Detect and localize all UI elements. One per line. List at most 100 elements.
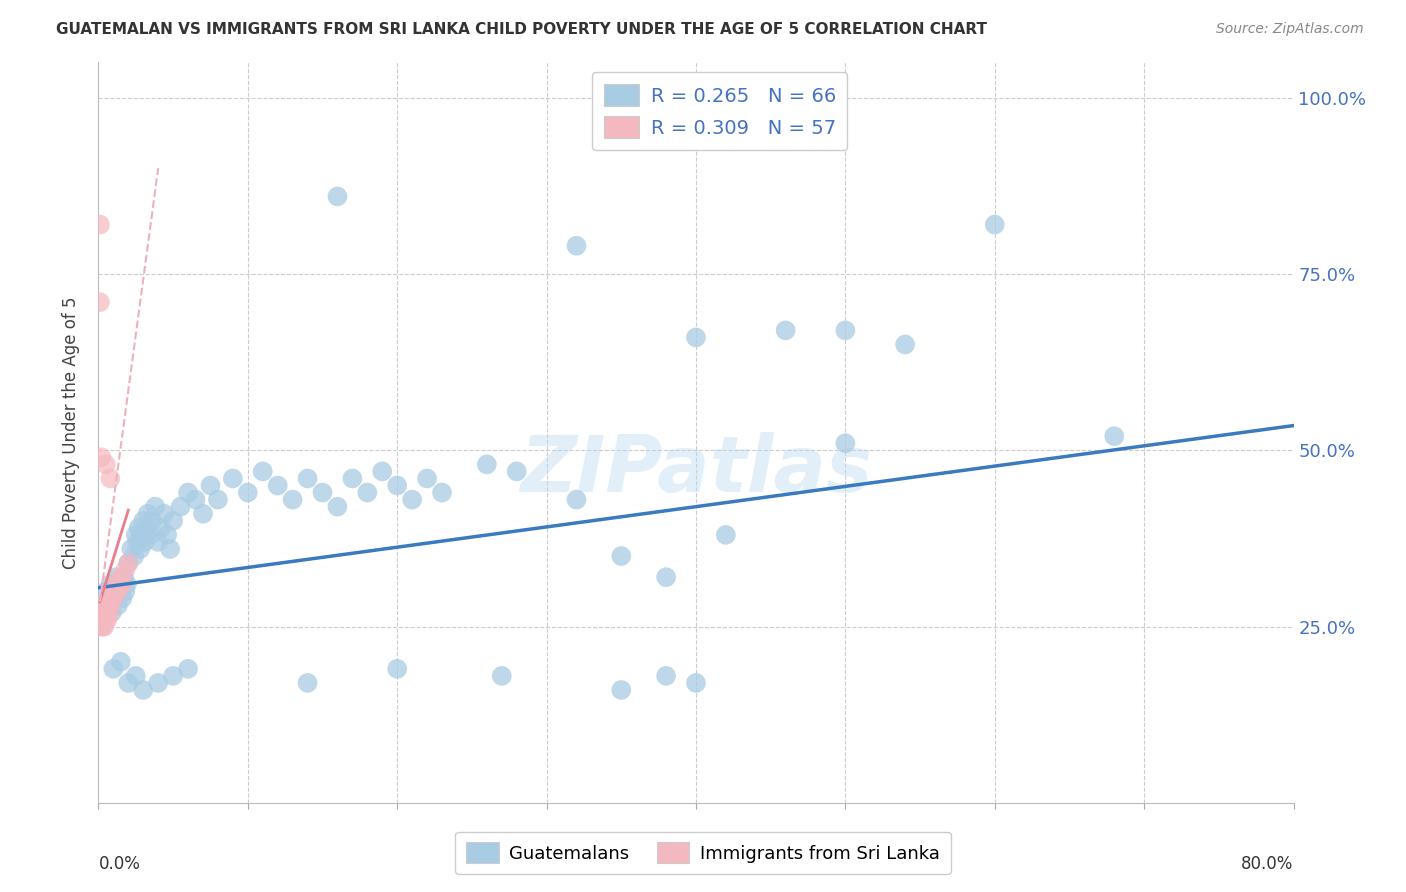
Text: Source: ZipAtlas.com: Source: ZipAtlas.com	[1216, 22, 1364, 37]
Point	[129, 541, 152, 556]
Point	[775, 323, 797, 337]
Point	[565, 492, 588, 507]
Point	[90, 450, 112, 465]
Point	[107, 584, 129, 599]
Point	[91, 606, 114, 620]
Point	[252, 464, 274, 478]
Point	[96, 612, 118, 626]
Point	[169, 500, 191, 514]
Point	[97, 606, 120, 620]
Point	[136, 507, 159, 521]
Point	[177, 662, 200, 676]
Point	[114, 584, 136, 599]
Point	[297, 471, 319, 485]
Point	[610, 549, 633, 563]
Point	[91, 606, 114, 620]
Point	[94, 599, 117, 613]
Point	[475, 458, 498, 472]
Point	[93, 599, 115, 613]
Point	[177, 485, 200, 500]
Point	[714, 528, 737, 542]
Point	[101, 591, 124, 606]
Point	[94, 599, 117, 613]
Point	[134, 535, 156, 549]
Point	[111, 577, 134, 591]
Point	[401, 492, 423, 507]
Point	[148, 535, 170, 549]
Point	[108, 577, 131, 591]
Point	[371, 464, 394, 478]
Point	[98, 471, 122, 485]
Point	[112, 570, 135, 584]
Point	[105, 577, 128, 591]
Point	[90, 606, 112, 620]
Point	[894, 337, 917, 351]
Point	[141, 514, 163, 528]
Text: 80.0%: 80.0%	[1241, 855, 1294, 872]
Point	[685, 676, 707, 690]
Point	[342, 471, 364, 485]
Text: GUATEMALAN VS IMMIGRANTS FROM SRI LANKA CHILD POVERTY UNDER THE AGE OF 5 CORRELA: GUATEMALAN VS IMMIGRANTS FROM SRI LANKA …	[56, 22, 987, 37]
Point	[90, 606, 112, 620]
Point	[159, 541, 181, 556]
Point	[127, 535, 149, 549]
Point	[430, 485, 453, 500]
Point	[91, 612, 114, 626]
Point	[326, 189, 349, 203]
Point	[326, 500, 349, 514]
Point	[117, 556, 139, 570]
Point	[93, 619, 115, 633]
Point	[101, 606, 124, 620]
Point	[267, 478, 290, 492]
Point	[222, 471, 245, 485]
Point	[139, 528, 162, 542]
Point	[125, 528, 148, 542]
Point	[150, 521, 173, 535]
Point	[117, 676, 139, 690]
Point	[156, 528, 179, 542]
Point	[148, 676, 170, 690]
Point	[114, 563, 136, 577]
Point	[131, 528, 153, 542]
Point	[93, 612, 115, 626]
Point	[162, 514, 184, 528]
Point	[117, 556, 139, 570]
Point	[610, 683, 633, 698]
Point	[96, 599, 118, 613]
Point	[128, 521, 150, 535]
Point	[655, 570, 678, 584]
Point	[685, 330, 707, 344]
Point	[89, 295, 111, 310]
Point	[98, 577, 122, 591]
Point	[1104, 429, 1126, 443]
Point	[105, 570, 128, 584]
Point	[311, 485, 333, 500]
Point	[416, 471, 439, 485]
Point	[834, 323, 856, 337]
Point	[89, 606, 111, 620]
Point	[96, 606, 118, 620]
Point	[236, 485, 259, 500]
Point	[94, 606, 117, 620]
Point	[91, 599, 114, 613]
Point	[104, 584, 127, 599]
Point	[110, 655, 132, 669]
Point	[97, 599, 120, 613]
Point	[94, 584, 117, 599]
Point	[655, 669, 678, 683]
Point	[135, 521, 157, 535]
Point	[125, 669, 148, 683]
Point	[565, 239, 588, 253]
Point	[90, 612, 112, 626]
Point	[91, 619, 114, 633]
Point	[200, 478, 222, 492]
Point	[96, 599, 118, 613]
Point	[93, 606, 115, 620]
Point	[115, 577, 138, 591]
Point	[90, 599, 112, 613]
Legend: R = 0.265   N = 66, R = 0.309   N = 57: R = 0.265 N = 66, R = 0.309 N = 57	[592, 72, 848, 150]
Point	[984, 218, 1007, 232]
Point	[97, 591, 120, 606]
Point	[103, 591, 125, 606]
Point	[506, 464, 529, 478]
